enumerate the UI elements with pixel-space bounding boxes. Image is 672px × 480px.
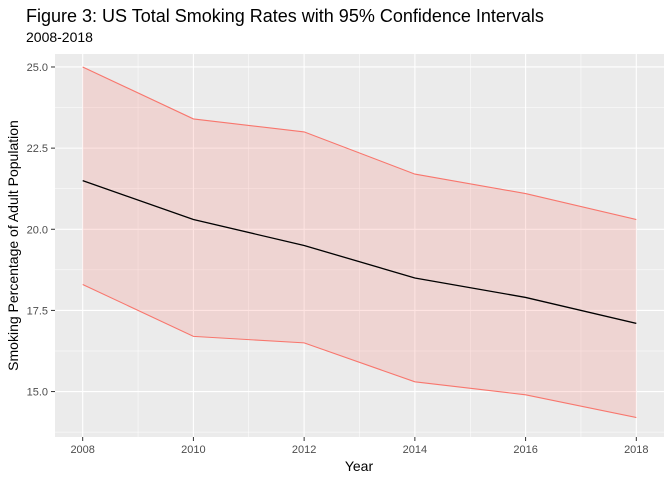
major-gridlines [55,54,664,437]
upper-bound-line [82,66,637,221]
y-axis-title: Smoking Percentage of Adult Population [5,120,21,371]
x-tick-label: 2016 [513,444,537,456]
confidence-band [82,66,637,418]
chart-subtitle: 2008-2018 [26,29,93,45]
x-tick-label: 2010 [181,444,205,456]
lower-bound-line [82,283,637,419]
chart-title: Figure 3: US Total Smoking Rates with 95… [26,6,544,26]
y-tick-label: 25.0 [27,62,48,74]
smoking-rate-line [82,179,637,325]
x-tick-label: 2008 [70,444,94,456]
confidence-ribbon [82,66,637,419]
x-tick-label: 2012 [292,444,316,456]
y-tick-label: 15.0 [27,387,48,399]
minor-gridlines [55,54,664,437]
y-tick-label: 17.5 [27,305,48,317]
x-tick-label: 2014 [403,444,427,456]
x-axis-title: Year [345,458,374,474]
series-layer [82,179,637,325]
y-tick-label: 20.0 [27,224,48,236]
axes: 2008 2010 2012 2014 2016 2018 15.0 17.5 20.0 22.5… [27,62,649,456]
x-tick-label: 2018 [624,444,648,456]
y-tick-label: 22.5 [27,143,48,155]
